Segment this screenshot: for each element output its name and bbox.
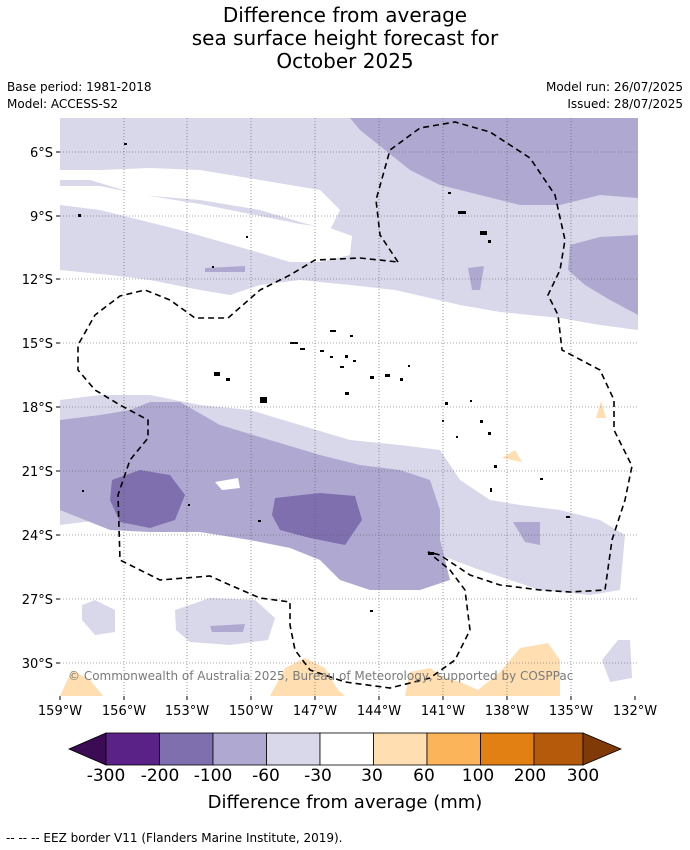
lon-label: 156°W xyxy=(102,704,146,719)
lon-label: 141°W xyxy=(421,704,465,719)
colorbar-swatch xyxy=(266,732,321,766)
lon-label: 150°W xyxy=(229,704,273,719)
lat-label: 30°S xyxy=(22,657,53,672)
colorbar-tick-label: 300 xyxy=(566,766,600,786)
lat-label: 12°S xyxy=(22,273,53,288)
eez-legend-text: -- -- -- EEZ border V11 (Flanders Marine… xyxy=(6,831,343,845)
lat-label: 9°S xyxy=(30,210,53,225)
lon-label: 132°W xyxy=(613,704,657,719)
anomaly-region-light-purple-s xyxy=(175,598,275,645)
lon-label: 144°W xyxy=(357,704,401,719)
colorbar-tick-label: -200 xyxy=(140,766,180,786)
lat-label: 15°S xyxy=(22,337,53,352)
lat-label: 21°S xyxy=(22,465,53,480)
anomaly-region-mid-purple-small xyxy=(468,266,484,290)
colorbar-tick-label: 200 xyxy=(513,766,547,786)
colorbar-tick-label: 30 xyxy=(361,766,383,786)
anomaly-region-mid-purple-southeast xyxy=(513,522,540,545)
anomaly-region-mid-purple-small-2 xyxy=(205,266,245,272)
colorbar xyxy=(67,732,623,766)
anomaly-region-mid-purple-s xyxy=(210,624,245,632)
lat-label: 24°S xyxy=(22,529,53,544)
map-title-line1: Difference from average xyxy=(222,3,468,27)
colorbar-swatch xyxy=(319,732,374,766)
colorbar-swatch xyxy=(212,732,267,766)
map-title-line3: October 2025 xyxy=(276,49,414,73)
colorbar-tick-label: -100 xyxy=(193,766,233,786)
lon-label: 147°W xyxy=(293,704,337,719)
anomaly-region-dark-purple-west xyxy=(110,470,185,528)
anomaly-region-orange-s xyxy=(270,658,345,696)
anomaly-region-mid-purple-northeast xyxy=(350,118,638,205)
lon-label: 138°W xyxy=(485,704,529,719)
map-title-line2: sea surface height forecast for xyxy=(191,26,499,50)
anomaly-region-orange-sw xyxy=(60,670,103,696)
colorbar-tick-label: -30 xyxy=(304,766,332,786)
colorbar-swatch xyxy=(480,732,535,766)
colorbar-tick-label: -300 xyxy=(86,766,126,786)
lon-labels: 159°W 156°W 153°W 150°W 147°W 144°W 141°… xyxy=(38,704,657,719)
issued-label: Issued: 28/07/2025 xyxy=(567,97,683,111)
colorbar-tick-label: 100 xyxy=(461,766,495,786)
anomaly-region-mid-purple-east xyxy=(568,235,638,315)
colorbar-title: Difference from average (mm) xyxy=(207,792,483,813)
anomaly-region-orange-c xyxy=(502,450,522,462)
colorbar-swatch xyxy=(105,732,160,766)
copyright-notice: © Commonwealth of Australia 2025, Bureau… xyxy=(68,669,574,683)
anomaly-region-mid-purple-south xyxy=(60,402,450,590)
colorbar-tick-label: 60 xyxy=(413,766,435,786)
anomaly-region-orange-e xyxy=(596,401,606,418)
lon-label: 159°W xyxy=(38,704,82,719)
lon-label: 153°W xyxy=(165,704,209,719)
anomaly-region-orange-s2 xyxy=(405,643,560,696)
anomaly-region-light-purple-se xyxy=(602,640,632,682)
base-period-label: Base period: 1981-2018 xyxy=(7,80,152,94)
axis-ticks xyxy=(56,151,636,700)
colorbar-swatch xyxy=(533,732,584,766)
anomaly-region-white-gap xyxy=(60,168,340,230)
lon-label: 135°W xyxy=(549,704,593,719)
colorbar-tick-label: -60 xyxy=(252,766,280,786)
lat-labels: 6°S 9°S 12°S 15°S 18°S 21°S 24°S 27°S 30… xyxy=(22,146,53,672)
anomaly-region-dark-purple-central xyxy=(272,493,362,545)
colorbar-over-triangle xyxy=(582,732,623,766)
lat-label: 27°S xyxy=(22,593,53,608)
map-plot-area xyxy=(60,118,638,696)
colorbar-swatch xyxy=(159,732,214,766)
colorbar-swatch xyxy=(426,732,481,766)
lat-label: 6°S xyxy=(30,146,53,161)
lat-label: 18°S xyxy=(22,401,53,416)
anomaly-region-white-gap-2 xyxy=(60,186,352,262)
model-run-label: Model run: 26/07/2025 xyxy=(545,80,683,94)
model-label: Model: ACCESS-S2 xyxy=(7,97,119,111)
anomaly-region-light-purple-sw xyxy=(82,600,115,635)
colorbar-swatch xyxy=(373,732,428,766)
anomaly-region-white-central xyxy=(60,288,638,430)
colorbar-under-triangle xyxy=(67,732,107,766)
eez-border xyxy=(77,121,633,689)
anomaly-region-white-notch xyxy=(215,478,240,490)
